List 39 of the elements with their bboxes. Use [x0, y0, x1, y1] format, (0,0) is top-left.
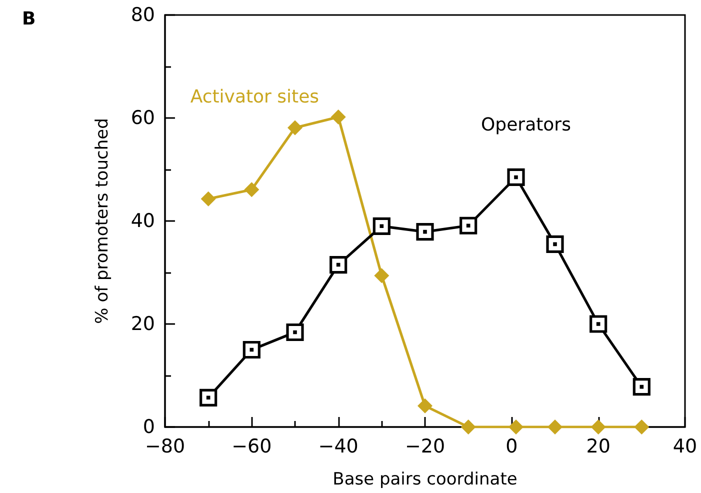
y-tick-label: 20 — [130, 313, 155, 335]
point — [546, 235, 564, 253]
point — [330, 109, 346, 124]
point — [286, 323, 304, 342]
y-tick-label: 60 — [130, 107, 155, 129]
x-tick-label: −80 — [144, 436, 186, 458]
point — [200, 388, 218, 406]
point — [288, 120, 302, 136]
point — [418, 398, 432, 414]
x-tick-label: 0 — [506, 436, 518, 458]
point — [242, 340, 260, 359]
x-tick-label: 20 — [586, 436, 610, 458]
point — [200, 191, 216, 206]
x-axis-title: Base pairs coordinate — [332, 470, 518, 490]
point — [460, 420, 476, 434]
point — [590, 420, 606, 434]
series-label: Activator sites — [190, 86, 320, 108]
x-tick-label: 40 — [672, 436, 698, 458]
y-tick-label: 0 — [142, 416, 155, 438]
point — [372, 217, 390, 235]
x-tick-label: −40 — [318, 436, 358, 458]
point — [590, 315, 608, 333]
point — [507, 168, 525, 186]
y-tick-label: 80 — [130, 4, 155, 26]
point — [634, 420, 650, 434]
point — [548, 420, 562, 434]
point — [460, 216, 478, 234]
text: Operators — [481, 114, 571, 136]
point — [374, 268, 390, 284]
x-tick-label: −20 — [404, 436, 446, 458]
x-tick-label: −60 — [232, 436, 272, 458]
point — [330, 256, 348, 274]
point — [508, 420, 524, 434]
point — [416, 223, 434, 241]
text: B — [22, 8, 36, 30]
y-tick-label: 40 — [130, 210, 155, 232]
y-axis-title: % of promoters touched — [92, 118, 112, 324]
point — [632, 378, 650, 396]
point — [244, 182, 260, 198]
